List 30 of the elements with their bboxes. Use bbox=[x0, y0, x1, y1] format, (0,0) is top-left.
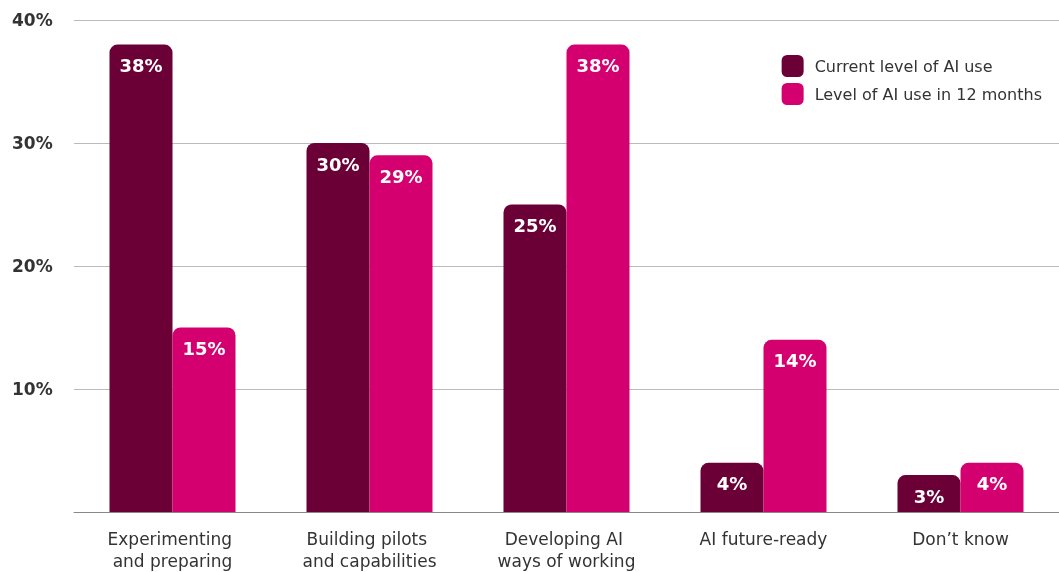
y-tick-label: 20% bbox=[12, 256, 53, 276]
data-label: 15% bbox=[182, 338, 226, 359]
data-label: 4% bbox=[976, 473, 1008, 495]
y-tick-label: 30% bbox=[12, 133, 53, 153]
data-label: 4% bbox=[716, 473, 748, 495]
data-label: 25% bbox=[513, 215, 557, 236]
x-tick-label: Experimenting and preparing bbox=[107, 529, 238, 571]
data-label: 14% bbox=[773, 350, 817, 372]
bar bbox=[306, 143, 370, 512]
legend-label: Current level of AI use bbox=[814, 56, 993, 76]
data-label: 38% bbox=[576, 55, 620, 77]
legend-label: Level of AI use in 12 months bbox=[814, 84, 1043, 104]
bar bbox=[172, 327, 236, 512]
data-label: 30% bbox=[316, 153, 360, 175]
data-label: 29% bbox=[379, 165, 423, 187]
bar bbox=[763, 339, 827, 512]
x-tick-label: AI future-ready bbox=[699, 529, 828, 549]
bar bbox=[700, 462, 764, 512]
x-tick-label: Building pilots and capabilities bbox=[302, 529, 437, 571]
x-tick-label: Developing AI ways of working bbox=[497, 529, 636, 571]
bar bbox=[109, 44, 173, 512]
data-label: 38% bbox=[119, 55, 163, 77]
bar bbox=[566, 44, 630, 512]
y-tick-label: 10% bbox=[12, 379, 53, 399]
bar bbox=[960, 462, 1024, 512]
y-tick-label: 40% bbox=[12, 10, 53, 30]
bar bbox=[369, 155, 433, 512]
x-tick-label: Don’t know bbox=[912, 529, 1009, 549]
data-label: 3% bbox=[913, 485, 945, 507]
bar bbox=[503, 204, 567, 512]
